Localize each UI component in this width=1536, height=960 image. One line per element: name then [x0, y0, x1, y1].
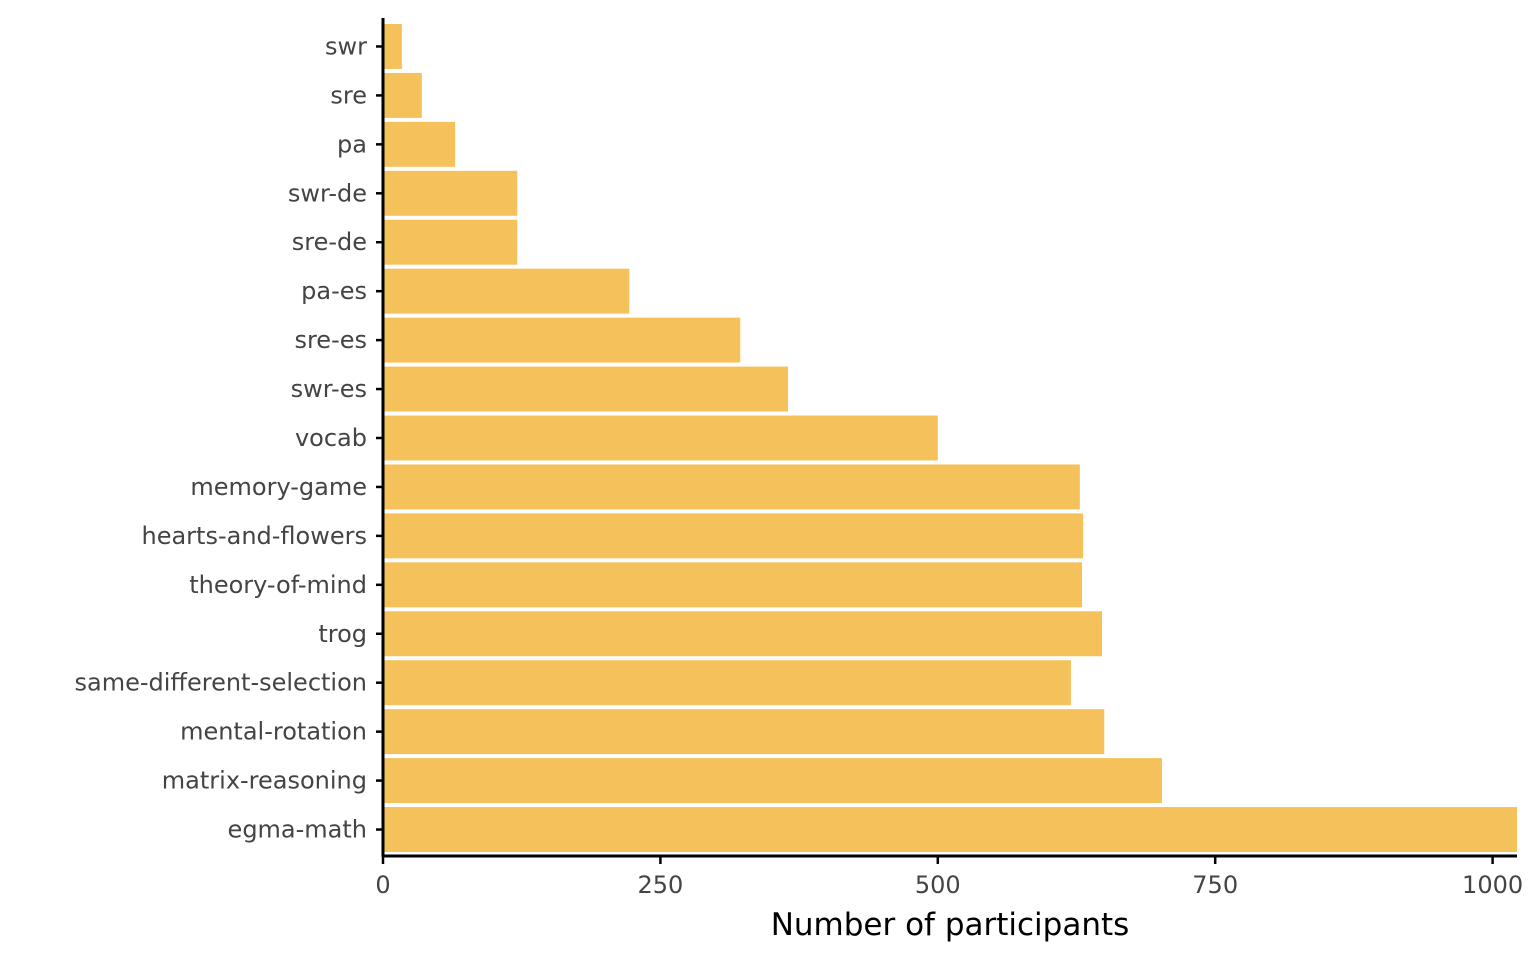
x-tick-label: 250 — [637, 871, 683, 899]
bar-swr-es — [384, 366, 788, 412]
bar-hearts-and-flowers — [384, 513, 1084, 559]
y-tick-label: pa — [337, 130, 367, 158]
y-tick-label: sre-de — [292, 228, 367, 256]
bar-memory-game — [384, 464, 1080, 510]
x-tick-label: 1000 — [1462, 871, 1523, 899]
bar-pa — [384, 121, 456, 167]
bar-theory-of-mind — [384, 562, 1083, 608]
y-tick-label: pa-es — [301, 277, 367, 305]
bar-mental-rotation — [384, 709, 1105, 755]
y-tick-label: memory-game — [190, 473, 367, 501]
y-tick-label: sre-es — [294, 326, 367, 354]
bar-trog — [384, 611, 1103, 657]
bar-swr — [384, 24, 402, 69]
y-tick-label: mental-rotation — [180, 718, 367, 746]
y-tick-label: swr-es — [291, 375, 367, 403]
bar-matrix-reasoning — [384, 758, 1162, 804]
y-tick-label: swr-de — [288, 179, 367, 207]
bars-layer — [384, 24, 1517, 852]
y-tick-label: egma-math — [228, 816, 367, 844]
bar-pa-es — [384, 268, 630, 314]
x-axis-ticks: 0 250 500 750 1000 — [375, 856, 1523, 899]
y-tick-label: theory-of-mind — [189, 571, 367, 599]
y-tick-label: swr — [325, 32, 367, 60]
y-tick-label: same-different-selection — [75, 669, 367, 697]
bar-sre-es — [384, 317, 741, 363]
bar-egma-math — [384, 807, 1517, 852]
y-tick-label: sre — [330, 81, 367, 109]
bar-swr-de — [384, 170, 518, 216]
y-tick-label: hearts-and-flowers — [141, 522, 367, 550]
y-axis-ticks: swr sre pa swr-de sre-de pa-es sre-es swr-es voc… — [75, 32, 383, 844]
y-tick-label: vocab — [295, 424, 367, 452]
x-tick-label: 500 — [915, 871, 961, 899]
y-tick-label: matrix-reasoning — [162, 767, 367, 795]
bar-same-different-selection — [384, 660, 1071, 706]
x-tick-label: 0 — [375, 871, 390, 899]
bar-sre-de — [384, 219, 518, 265]
bar-vocab — [384, 415, 938, 461]
x-tick-label: 750 — [1192, 871, 1238, 899]
y-tick-label: trog — [318, 620, 367, 648]
bar-sre — [384, 72, 422, 118]
x-axis-title: Number of participants — [771, 907, 1130, 943]
